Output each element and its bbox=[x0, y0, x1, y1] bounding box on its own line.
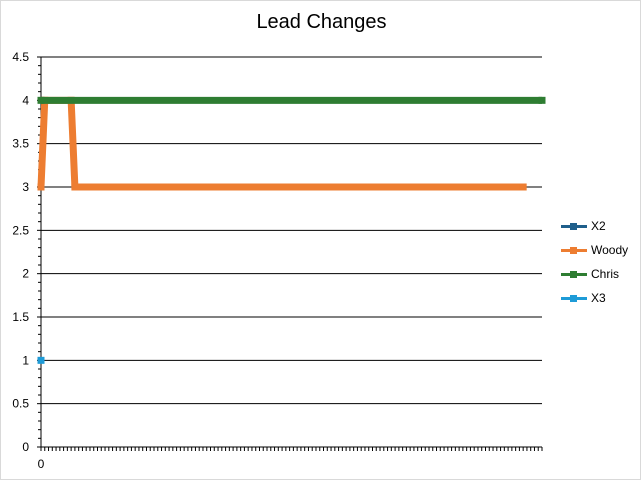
x-tick-label: 0 bbox=[38, 457, 45, 471]
y-tick-label: 2 bbox=[22, 267, 29, 281]
legend-swatch bbox=[561, 243, 587, 257]
data-point-x3 bbox=[37, 356, 45, 364]
y-tick-label: 2.5 bbox=[12, 223, 29, 237]
y-tick-label: 4 bbox=[22, 93, 29, 107]
legend-marker bbox=[570, 247, 577, 254]
legend-item-x2: X2 bbox=[561, 214, 641, 238]
y-tick-label: 0 bbox=[22, 440, 29, 454]
data-point-chris bbox=[37, 96, 45, 104]
legend-swatch bbox=[561, 219, 587, 233]
y-tick-label: 1 bbox=[22, 353, 29, 367]
data-point-woody bbox=[37, 183, 45, 191]
legend-label: Chris bbox=[591, 267, 620, 281]
legend-item-chris: Chris bbox=[561, 262, 641, 286]
data-point-woody bbox=[71, 183, 79, 191]
chart-title: Lead Changes bbox=[256, 11, 387, 33]
legend: X2 Woody Chris X3 bbox=[561, 214, 641, 310]
legend-label: Woody bbox=[591, 243, 629, 257]
legend-swatch bbox=[561, 291, 587, 305]
y-tick-label: 3.5 bbox=[12, 137, 29, 151]
data-point-woody bbox=[519, 183, 527, 191]
y-tick-label: 3 bbox=[22, 180, 29, 194]
y-tick-label: 0.5 bbox=[12, 397, 29, 411]
y-tick-label: 1.5 bbox=[12, 310, 29, 324]
y-tick-label: 4.5 bbox=[12, 50, 29, 64]
legend-marker bbox=[570, 223, 577, 230]
data-point-chris bbox=[538, 96, 546, 104]
legend-marker bbox=[570, 271, 577, 278]
legend-swatch bbox=[561, 267, 587, 281]
legend-item-woody: Woody bbox=[561, 238, 641, 262]
legend-label: X2 bbox=[591, 219, 606, 233]
legend-marker bbox=[570, 295, 577, 302]
legend-item-x3: X3 bbox=[561, 286, 641, 310]
legend-label: X3 bbox=[591, 291, 606, 305]
